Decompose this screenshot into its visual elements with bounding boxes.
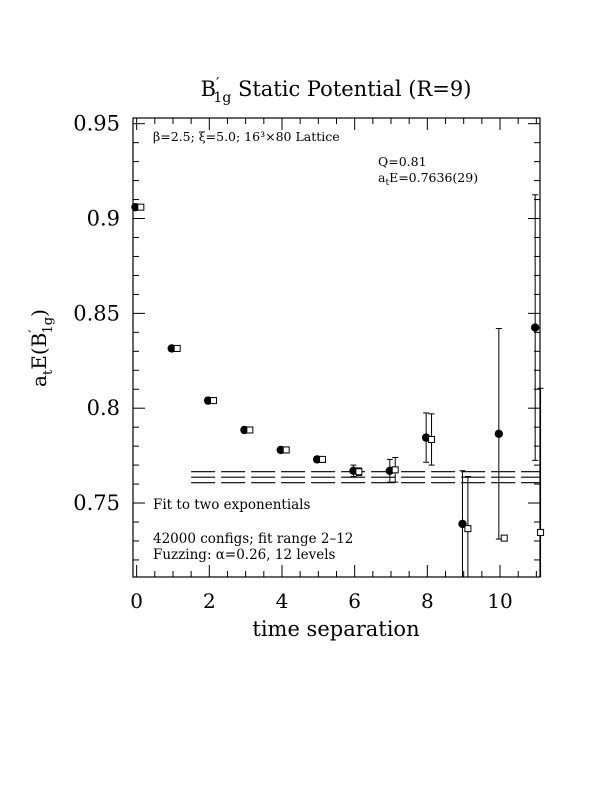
- chart-title: B′ 1g Static Potential (R=9): [201, 74, 472, 106]
- x-tick-label: 0: [130, 589, 143, 613]
- fit-energy-t: t: [385, 178, 389, 188]
- tick-labels: 0 2 4 6 8 10 0.75 0.8 0.85 0.9 0.95: [73, 112, 513, 613]
- y-tick-label: 0.9: [87, 207, 120, 231]
- fit-quality-text: Q=0.81: [378, 154, 427, 169]
- fit-type-text: Fit to two exponentials: [153, 497, 311, 513]
- x-axis-label: time separation: [252, 617, 419, 641]
- filled-circle-point: [494, 429, 504, 438]
- y-tick-label: 0.8: [87, 396, 120, 420]
- y-tick-label: 0.75: [73, 491, 120, 515]
- open-square-point: [137, 203, 145, 211]
- open-square-point: [428, 435, 436, 443]
- y-axis-label-a: a: [27, 375, 51, 387]
- open-square-point: [319, 455, 327, 463]
- axis-ticks: [133, 118, 540, 577]
- x-tick-label: 4: [276, 589, 289, 613]
- chart-title-subscript: 1g: [213, 90, 231, 106]
- y-axis-label-sub: 1g: [41, 317, 56, 334]
- filled-circle-point: [530, 323, 540, 332]
- y-axis-label-t: t: [41, 369, 56, 375]
- open-square-point: [173, 344, 181, 352]
- open-square-point: [464, 525, 472, 533]
- data-points: [131, 194, 545, 578]
- chart-title-prime: ′: [216, 74, 220, 92]
- open-square-point: [355, 468, 363, 476]
- x-tick-label: 10: [487, 589, 512, 613]
- y-axis-label-prime: ′: [27, 329, 43, 332]
- y-tick-label: 0.95: [73, 112, 120, 136]
- y-tick-label: 0.85: [73, 301, 120, 325]
- open-square-point: [246, 426, 254, 434]
- lattice-params-text: β=2.5; ξ=5.0; 16³×80 Lattice: [153, 129, 340, 144]
- chart-title-rest: Static Potential (R=9): [231, 77, 471, 101]
- fit-energy-text: atE=0.7636(29): [378, 170, 478, 188]
- open-square-point: [500, 534, 508, 542]
- x-tick-label: 2: [203, 589, 216, 613]
- configs-text: 42000 configs; fit range 2–12: [153, 531, 353, 547]
- fit-energy-rest: E=0.7636(29): [389, 170, 478, 185]
- fit-energy-a: a: [378, 170, 386, 185]
- open-square-point: [282, 446, 290, 454]
- y-axis-label: atE(B′1g): [27, 309, 56, 387]
- open-square-point: [391, 466, 399, 474]
- open-square-point: [537, 528, 545, 536]
- fit-band: [191, 471, 540, 484]
- chart-title-main: B: [201, 77, 216, 101]
- open-square-point: [210, 397, 218, 405]
- fuzzing-text: Fuzzing: α=0.26, 12 levels: [153, 547, 336, 563]
- x-tick-label: 6: [348, 589, 361, 613]
- y-axis-label-mid: E(B: [27, 333, 51, 370]
- y-axis-label-end: ): [27, 309, 51, 317]
- x-tick-label: 8: [421, 589, 434, 613]
